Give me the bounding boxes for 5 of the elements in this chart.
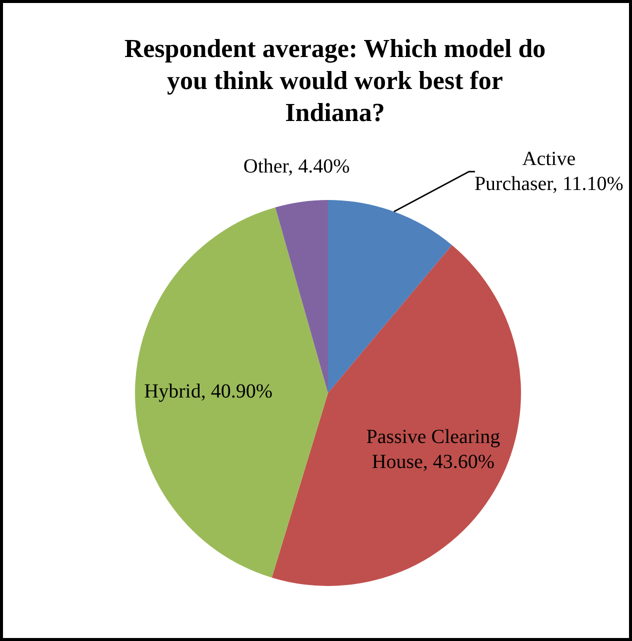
slice-label: Active Purchaser, 11.10% <box>474 146 624 197</box>
chart-title: Respondent average: Which model do you think would work best for Indiana? <box>123 33 547 129</box>
slice-label: Passive Clearing House, 43.60% <box>365 424 502 475</box>
slice-label: Hybrid, 40.90% <box>144 379 273 404</box>
slice-label: Other, 4.40% <box>243 154 350 180</box>
